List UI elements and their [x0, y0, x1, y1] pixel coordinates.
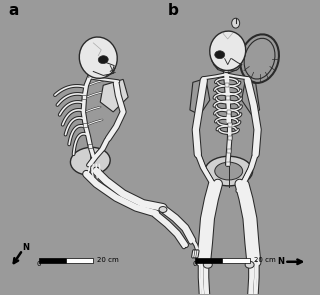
Text: b: b [168, 3, 179, 18]
Text: 0: 0 [193, 261, 197, 267]
Ellipse shape [79, 37, 117, 78]
Ellipse shape [215, 51, 225, 59]
Bar [222, 258, 250, 263]
Ellipse shape [215, 162, 243, 180]
Text: N: N [277, 257, 284, 266]
Text: 20 cm: 20 cm [97, 257, 119, 263]
Bar [195, 258, 222, 263]
Ellipse shape [159, 206, 167, 212]
Ellipse shape [203, 261, 212, 268]
Bar [66, 258, 93, 263]
Polygon shape [100, 79, 128, 112]
Text: 20 cm: 20 cm [253, 257, 275, 263]
Ellipse shape [70, 147, 110, 175]
Bar [38, 258, 66, 263]
Text: a: a [9, 3, 19, 18]
Ellipse shape [245, 261, 254, 268]
Text: N: N [23, 243, 29, 252]
Ellipse shape [98, 56, 108, 64]
Ellipse shape [210, 31, 246, 71]
Ellipse shape [205, 156, 252, 186]
Ellipse shape [232, 18, 240, 28]
Text: 0: 0 [36, 261, 41, 267]
